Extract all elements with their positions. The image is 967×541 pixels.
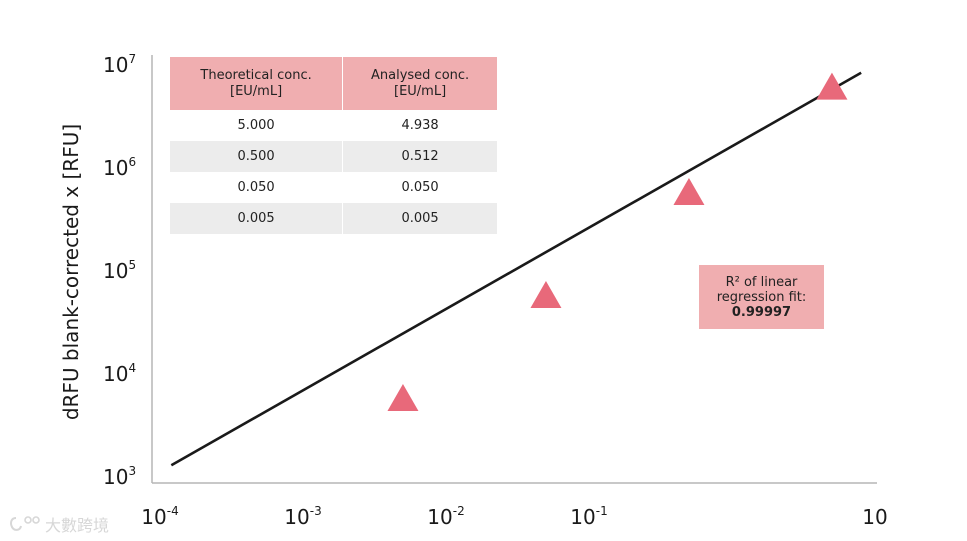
y-tick-label: 104 — [103, 361, 136, 386]
r2-label-line2: regression fit: — [716, 289, 807, 305]
header-theoretical-unit: [EU/mL] — [230, 83, 283, 99]
x-tick-label: 10-4 — [141, 504, 178, 529]
x-tick-label: 10-3 — [284, 504, 321, 529]
analysed-cell: 0.512 — [342, 141, 497, 172]
header-analysed: Analysed conc. [EU/mL] — [342, 57, 497, 110]
header-theoretical: Theoretical conc. [EU/mL] — [170, 57, 344, 110]
watermark-text: 大數跨境 — [45, 516, 110, 535]
header-analysed-unit: [EU/mL] — [394, 83, 447, 99]
r2-label-line1: R² of linear — [725, 274, 798, 290]
x-tick-label: 10-2 — [427, 504, 464, 529]
concentration-table: Theoretical conc. [EU/mL] Analysed conc.… — [170, 57, 497, 234]
y-tick-labels: 103 104 105 106 107 — [103, 52, 136, 489]
y-tick-label: 105 — [103, 258, 136, 283]
data-point-triangle — [387, 384, 419, 412]
x-tick-label: 10 — [862, 505, 887, 529]
axes — [151, 55, 877, 484]
markers-group — [387, 72, 848, 412]
table-header-row: Theoretical conc. [EU/mL] Analysed conc.… — [170, 57, 497, 110]
y-tick-label: 107 — [103, 52, 136, 77]
x-tick-label: 10-1 — [570, 504, 607, 529]
watermark: 大數跨境 — [8, 512, 109, 536]
regression-line — [170, 71, 862, 467]
theoretical-cell: 5.000 — [170, 110, 344, 141]
spiral-logo-icon — [10, 516, 40, 531]
table-row: 0.005 0.005 — [170, 203, 497, 234]
y-axis-label: dRFU blank-corrected x [RFU] — [59, 124, 83, 420]
theoretical-cell: 0.005 — [170, 203, 344, 234]
analysed-cell: 4.938 — [401, 118, 439, 133]
data-point-triangle — [816, 72, 848, 100]
analysed-cell: 0.050 — [401, 180, 439, 195]
fit-line-group — [170, 71, 862, 467]
r2-value: 0.99997 — [731, 304, 792, 320]
table-row: 0.050 0.050 — [170, 172, 497, 203]
header-theoretical-title: Theoretical conc. — [200, 67, 312, 83]
analysed-cell: 0.005 — [342, 203, 497, 234]
r2-annotation-box: R² of linear regression fit: 0.99997 — [699, 265, 824, 329]
table-row: 0.500 0.512 — [170, 141, 497, 172]
table-row: 5.000 4.938 — [170, 110, 497, 141]
y-tick-label: 103 — [103, 464, 136, 489]
data-point-triangle — [530, 281, 562, 309]
data-point-triangle — [673, 178, 705, 206]
x-tick-labels: 10-4 10-3 10-2 10-1 10 — [141, 504, 887, 529]
theoretical-cell: 0.050 — [170, 172, 344, 203]
theoretical-cell: 0.500 — [170, 141, 344, 172]
header-analysed-title: Analysed conc. — [371, 67, 470, 83]
y-tick-label: 106 — [103, 155, 136, 180]
